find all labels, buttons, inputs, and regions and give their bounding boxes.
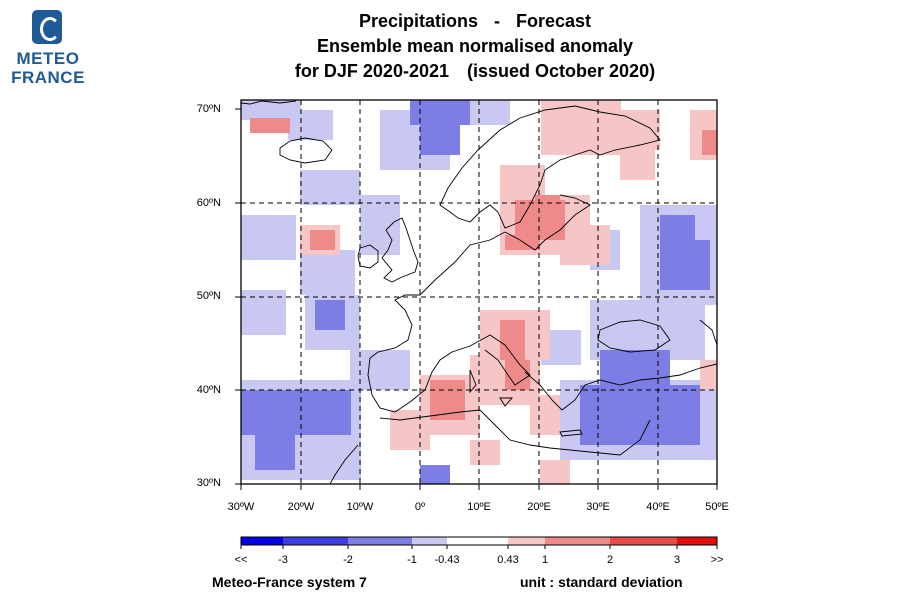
lon-label-30w: 30ºW: [227, 501, 255, 513]
colorbar-label-0-43: 0.43: [497, 554, 519, 566]
model-system-label: Meteo-France system 7: [212, 574, 367, 590]
iceland-coast: [279, 137, 333, 164]
lat-label-70n: 70ºN: [196, 103, 221, 115]
lon-label-10w: 10ºW: [346, 501, 374, 513]
crete: [559, 429, 583, 437]
unit-label: unit : standard deviation: [520, 574, 683, 590]
ireland-coast: [357, 244, 379, 269]
colorbar-segment: [412, 537, 447, 545]
black-sea-coast: [597, 319, 671, 353]
british-isles-coast: [381, 217, 419, 283]
lat-label-50n: 50ºN: [196, 290, 221, 302]
logo-word-meteo: METEO: [16, 49, 80, 68]
colorbar-label-2: 2: [606, 554, 614, 566]
colorbar-label-minus-3: -3: [278, 554, 288, 566]
map-area: [241, 100, 717, 484]
lon-label-20w: 20ºW: [287, 501, 315, 513]
title-forecast: Forecast: [515, 11, 592, 31]
colorbar-label-below-min: <<: [234, 554, 248, 566]
colorbar-segment: [283, 537, 348, 545]
lon-label-40e: 40ºE: [646, 501, 670, 513]
colorbar-label-minus-1: -1: [407, 554, 417, 566]
mediterranean-north-coast: [451, 334, 717, 411]
caspian-coast: [699, 319, 717, 346]
colorbar-segment: [677, 537, 717, 545]
colorbar-label-above-max: >>: [710, 554, 724, 566]
lat-label-60n: 60ºN: [196, 197, 221, 209]
colorbar-segment: [610, 537, 677, 545]
lat-label-40n: 40ºN: [196, 384, 221, 396]
colorbar-label-1: 1: [541, 554, 549, 566]
lon-label-50e: 50ºE: [705, 501, 729, 513]
title-separator: -: [493, 11, 500, 31]
colorbar-label-minus-0-43: -0.43: [434, 554, 460, 566]
north-africa-coast: [379, 409, 651, 456]
title-line-3: for DJF 2020-2021 (issued October 2020): [150, 60, 800, 82]
colorbar-label-minus-2: -2: [343, 554, 353, 566]
meteo-france-logo: METEO FRANCE: [8, 10, 88, 90]
colorbar-frame: [240, 536, 718, 546]
logo-word-france: FRANCE: [11, 68, 85, 87]
baltic-coast: [504, 194, 591, 251]
lat-label-30n: 30ºN: [196, 477, 221, 489]
colorbar-label-3: 3: [673, 554, 681, 566]
africa-west-coast: [329, 444, 359, 484]
lon-label-0: 0º: [414, 501, 426, 513]
title-issued: (issued October 2020): [467, 61, 656, 81]
title-variable: Precipitations: [358, 11, 478, 31]
colorbar-segment: [447, 537, 508, 545]
scandinavia-coast: [439, 105, 661, 229]
lon-label-10e: 10ºE: [467, 501, 491, 513]
title-line-2: Ensemble mean normalised anomaly: [316, 36, 634, 56]
meteo-france-emblem-icon: [32, 10, 62, 44]
colorbar-segment: [545, 537, 610, 545]
title-line-1: Precipitations - Forecast: [150, 10, 800, 32]
colorbar-segment: [241, 537, 283, 545]
axis-ticks: [235, 108, 718, 490]
title-season: for DJF 2020-2021: [294, 61, 449, 81]
colorbar-segment: [508, 537, 545, 545]
iberia-coast: [367, 351, 453, 413]
colorbar: [240, 536, 718, 549]
sicily-sardinia: [469, 369, 513, 407]
latlon-grid: [241, 100, 717, 484]
colorbar-segment: [348, 537, 412, 545]
coastlines: [241, 100, 717, 484]
lon-label-30e: 30ºE: [586, 501, 610, 513]
greenland-coast: [241, 100, 297, 105]
western-europe-coast: [369, 231, 506, 359]
lon-label-20e: 20ºE: [527, 501, 551, 513]
